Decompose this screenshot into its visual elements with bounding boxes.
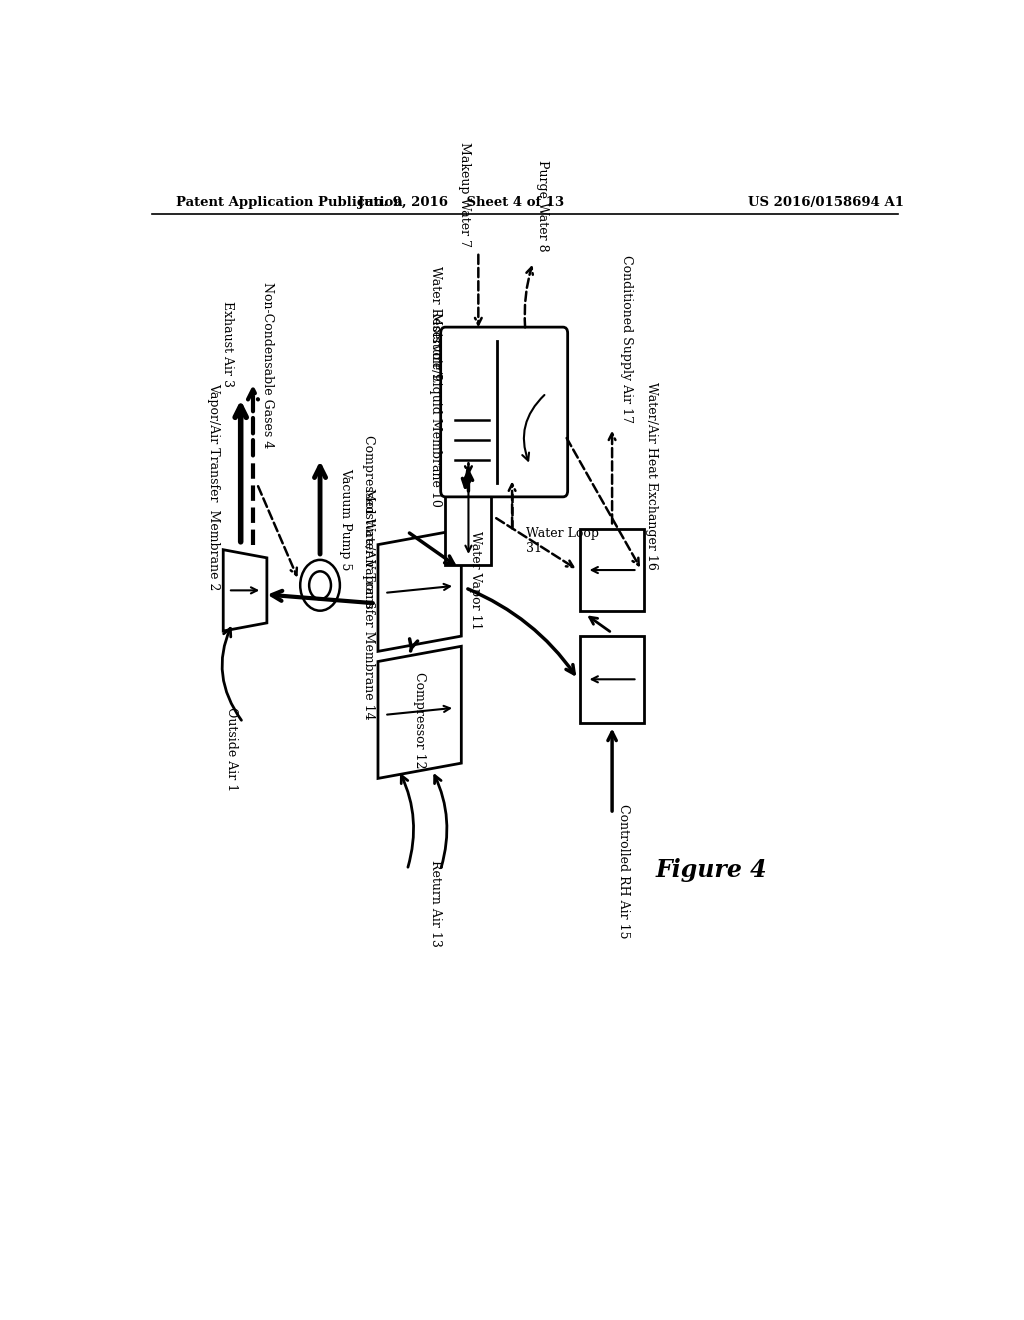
Polygon shape: [378, 647, 461, 779]
Text: Makeup Water 7: Makeup Water 7: [458, 141, 471, 247]
Text: Patent Application Publication: Patent Application Publication: [176, 195, 402, 209]
Bar: [581, 529, 644, 611]
Text: Compressed Water Vapor 6: Compressed Water Vapor 6: [361, 436, 375, 609]
Text: Moisture/Liquid Membrane 10: Moisture/Liquid Membrane 10: [429, 312, 442, 507]
Text: Return Air 13: Return Air 13: [429, 859, 442, 946]
Text: Purge Water 8: Purge Water 8: [537, 160, 549, 252]
Text: Jun. 9, 2016    Sheet 4 of 13: Jun. 9, 2016 Sheet 4 of 13: [358, 195, 564, 209]
Text: Outside Air 1: Outside Air 1: [224, 708, 238, 792]
Text: Moisture/Air Transfer Membrane 14: Moisture/Air Transfer Membrane 14: [361, 488, 375, 719]
Text: Water Vapor 11: Water Vapor 11: [469, 532, 482, 630]
Text: Compressor 12: Compressor 12: [413, 672, 426, 768]
Text: Figure 4: Figure 4: [655, 858, 767, 882]
Text: Vacuum Pump 5: Vacuum Pump 5: [339, 467, 352, 570]
Text: Vapor/Air Transfer  Membrane 2: Vapor/Air Transfer Membrane 2: [207, 383, 220, 590]
Text: Conditioned Supply Air 17: Conditioned Supply Air 17: [620, 255, 633, 422]
Text: Non-Condensable Gases 4: Non-Condensable Gases 4: [261, 282, 273, 447]
Polygon shape: [378, 529, 461, 651]
Text: US 2016/0158694 A1: US 2016/0158694 A1: [749, 195, 904, 209]
Text: Exhaust Air 3: Exhaust Air 3: [221, 301, 233, 387]
FancyBboxPatch shape: [440, 327, 567, 496]
Bar: [581, 636, 644, 722]
Text: Controlled RH Air 15: Controlled RH Air 15: [617, 804, 631, 939]
Text: Water Reservoir 9: Water Reservoir 9: [429, 265, 442, 380]
Bar: [445, 469, 492, 565]
Text: Water/Air Heat Exchanger 16: Water/Air Heat Exchanger 16: [645, 383, 658, 570]
Polygon shape: [223, 549, 267, 631]
Text: Water Loop
31: Water Loop 31: [526, 527, 599, 554]
